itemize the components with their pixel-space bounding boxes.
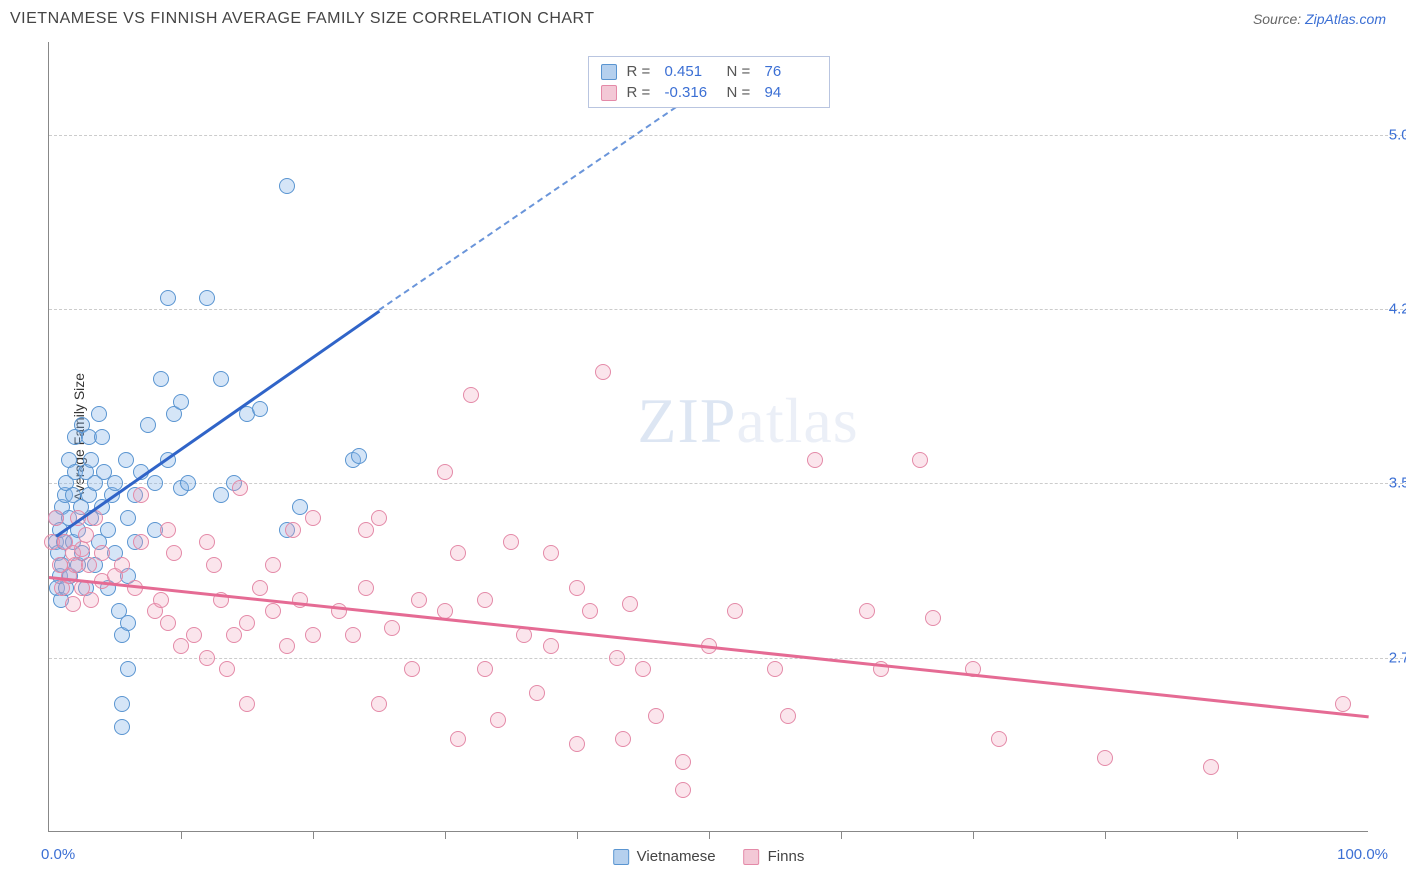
n-label: N = — [727, 84, 755, 101]
scatter-chart: Average Family Size ZIPatlas 2.753.504.2… — [48, 42, 1368, 832]
r-value-vietnamese: 0.451 — [665, 63, 717, 80]
n-value-vietnamese: 76 — [765, 63, 817, 80]
x-axis-min-label: 0.0% — [41, 846, 75, 863]
y-tick-label: 2.75 — [1389, 649, 1406, 666]
legend-item-finns: Finns — [744, 848, 805, 865]
r-value-finns: -0.316 — [665, 84, 717, 101]
x-tick — [1105, 831, 1106, 839]
swatch-vietnamese-icon — [601, 64, 617, 80]
chart-title: VIETNAMESE VS FINNISH AVERAGE FAMILY SIZ… — [10, 10, 595, 28]
correlation-stats-box: R = 0.451 N = 76 R = -0.316 N = 94 — [588, 56, 830, 108]
r-label: R = — [627, 63, 655, 80]
n-value-finns: 94 — [765, 84, 817, 101]
stats-row-finns: R = -0.316 N = 94 — [601, 82, 817, 103]
trendline — [55, 309, 380, 536]
x-tick — [313, 831, 314, 839]
source-label: Source: — [1253, 11, 1301, 27]
y-tick-label: 4.25 — [1389, 301, 1406, 318]
legend-item-vietnamese: Vietnamese — [613, 848, 716, 865]
x-tick — [841, 831, 842, 839]
x-axis-max-label: 100.0% — [1337, 846, 1388, 863]
y-tick-label: 3.50 — [1389, 475, 1406, 492]
trendline — [378, 84, 709, 311]
legend: Vietnamese Finns — [613, 848, 805, 865]
stats-row-vietnamese: R = 0.451 N = 76 — [601, 61, 817, 82]
swatch-vietnamese-icon — [613, 849, 629, 865]
x-tick — [973, 831, 974, 839]
r-label: R = — [627, 84, 655, 101]
source-link[interactable]: ZipAtlas.com — [1305, 11, 1386, 27]
y-tick-label: 5.00 — [1389, 126, 1406, 143]
x-tick — [445, 831, 446, 839]
x-tick — [1237, 831, 1238, 839]
n-label: N = — [727, 63, 755, 80]
legend-label-vietnamese: Vietnamese — [637, 848, 716, 865]
source-attribution: Source: ZipAtlas.com — [1253, 11, 1386, 27]
x-tick — [181, 831, 182, 839]
swatch-finns-icon — [744, 849, 760, 865]
legend-label-finns: Finns — [768, 848, 805, 865]
trendline — [49, 576, 1369, 718]
x-tick — [577, 831, 578, 839]
swatch-finns-icon — [601, 85, 617, 101]
x-tick — [709, 831, 710, 839]
